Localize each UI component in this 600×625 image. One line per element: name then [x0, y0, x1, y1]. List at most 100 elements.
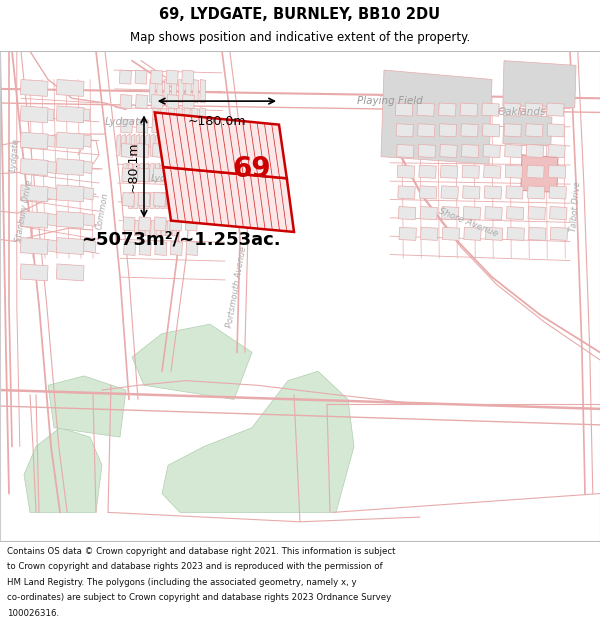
Polygon shape [56, 264, 84, 281]
Polygon shape [160, 163, 165, 182]
Polygon shape [550, 228, 568, 241]
Polygon shape [185, 192, 197, 206]
Text: Talbot Drive: Talbot Drive [569, 181, 583, 232]
Polygon shape [41, 134, 55, 148]
Polygon shape [153, 168, 165, 182]
Text: Contains OS data © Crown copyright and database right 2021. This information is : Contains OS data © Crown copyright and d… [7, 546, 396, 556]
Polygon shape [442, 206, 459, 220]
Polygon shape [547, 124, 565, 137]
Polygon shape [521, 155, 558, 192]
Polygon shape [167, 94, 179, 109]
Polygon shape [182, 94, 194, 109]
Polygon shape [145, 134, 149, 157]
Polygon shape [77, 134, 91, 148]
Polygon shape [20, 211, 48, 228]
Polygon shape [526, 124, 543, 137]
Polygon shape [442, 228, 460, 241]
Polygon shape [191, 107, 198, 126]
Polygon shape [46, 239, 60, 252]
Polygon shape [186, 241, 198, 256]
Polygon shape [461, 144, 479, 158]
Polygon shape [25, 161, 38, 174]
Polygon shape [20, 159, 48, 176]
Polygon shape [170, 217, 182, 231]
Text: 100026316.: 100026316. [7, 609, 59, 618]
Polygon shape [419, 165, 436, 178]
Polygon shape [184, 168, 196, 182]
Polygon shape [121, 119, 133, 133]
Text: Playing Field: Playing Field [357, 96, 423, 106]
Polygon shape [122, 192, 134, 206]
Polygon shape [126, 134, 130, 157]
Polygon shape [116, 134, 121, 157]
Polygon shape [185, 79, 191, 103]
Polygon shape [460, 103, 478, 116]
Text: ~5073m²/~1.253ac.: ~5073m²/~1.253ac. [81, 231, 281, 249]
Polygon shape [137, 168, 149, 182]
Polygon shape [136, 119, 148, 133]
Polygon shape [26, 187, 40, 200]
Polygon shape [56, 106, 84, 122]
Polygon shape [166, 70, 178, 84]
Polygon shape [527, 165, 544, 178]
Polygon shape [61, 161, 74, 174]
Polygon shape [150, 134, 154, 157]
Polygon shape [124, 241, 136, 256]
Polygon shape [155, 112, 287, 178]
Polygon shape [133, 163, 138, 182]
Polygon shape [441, 186, 458, 199]
Polygon shape [164, 134, 169, 157]
Polygon shape [161, 221, 166, 236]
Polygon shape [152, 119, 164, 133]
Polygon shape [144, 163, 149, 182]
Polygon shape [462, 165, 479, 178]
Polygon shape [59, 134, 73, 148]
Polygon shape [506, 186, 523, 199]
Polygon shape [420, 206, 437, 220]
Polygon shape [20, 79, 48, 96]
Polygon shape [135, 70, 147, 84]
Polygon shape [20, 132, 48, 149]
Polygon shape [417, 103, 434, 116]
Polygon shape [131, 134, 135, 157]
Polygon shape [172, 221, 177, 236]
Polygon shape [169, 192, 181, 206]
Polygon shape [136, 94, 148, 109]
Polygon shape [64, 239, 78, 252]
Polygon shape [58, 107, 72, 121]
Polygon shape [503, 61, 576, 108]
Polygon shape [139, 163, 143, 182]
Polygon shape [550, 206, 567, 220]
Polygon shape [20, 106, 48, 122]
Polygon shape [398, 206, 416, 220]
Polygon shape [193, 79, 199, 103]
Polygon shape [27, 213, 41, 226]
Polygon shape [155, 163, 160, 182]
Polygon shape [178, 79, 184, 103]
Polygon shape [548, 144, 565, 158]
Polygon shape [81, 213, 95, 226]
Polygon shape [398, 186, 415, 199]
Polygon shape [395, 103, 413, 116]
Polygon shape [164, 79, 170, 103]
Polygon shape [464, 228, 481, 241]
Polygon shape [160, 134, 164, 157]
Polygon shape [139, 217, 151, 231]
Text: to Crown copyright and database rights 2023 and is reproduced with the permissio: to Crown copyright and database rights 2… [7, 562, 383, 571]
Polygon shape [56, 211, 84, 228]
Polygon shape [171, 163, 176, 182]
Polygon shape [155, 134, 159, 157]
Polygon shape [48, 376, 126, 437]
Polygon shape [503, 103, 521, 116]
Polygon shape [155, 192, 160, 208]
Polygon shape [176, 107, 182, 126]
Text: ~80.1m: ~80.1m [126, 141, 139, 192]
Polygon shape [128, 192, 133, 208]
Polygon shape [482, 103, 499, 116]
Polygon shape [20, 185, 48, 202]
Polygon shape [161, 192, 166, 208]
Text: HM Land Registry. The polygons (including the associated geometry, namely x, y: HM Land Registry. The polygons (includin… [7, 578, 357, 587]
Polygon shape [463, 186, 480, 199]
Polygon shape [82, 239, 96, 252]
Polygon shape [134, 192, 139, 208]
